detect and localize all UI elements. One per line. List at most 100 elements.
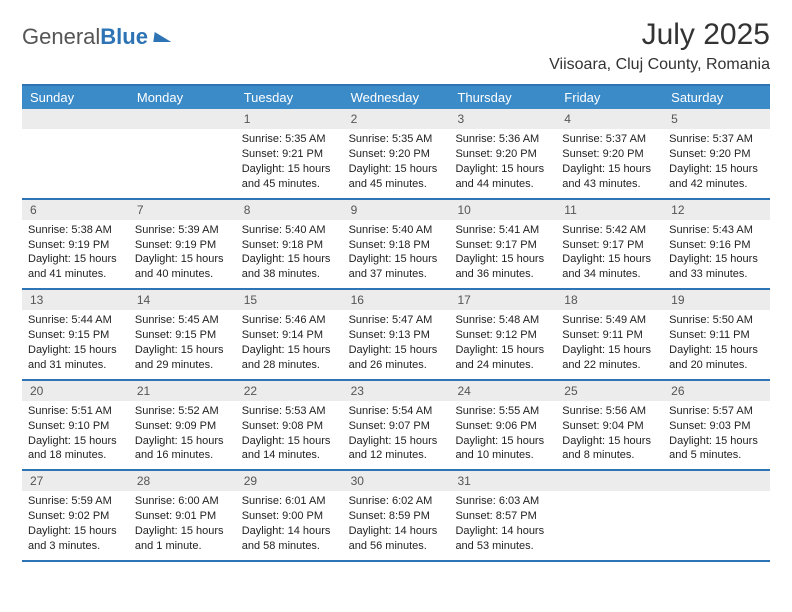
day-cell: 10Sunrise: 5:41 AMSunset: 9:17 PMDayligh… bbox=[449, 200, 556, 289]
day-body: Sunrise: 5:39 AMSunset: 9:19 PMDaylight:… bbox=[129, 220, 236, 288]
sunrise-text: Sunrise: 5:37 AM bbox=[562, 132, 657, 147]
sunrise-text: Sunrise: 5:57 AM bbox=[669, 404, 764, 419]
daylight-text: Daylight: 15 hours and 10 minutes. bbox=[455, 434, 550, 464]
day-number: 13 bbox=[22, 290, 129, 310]
day-number: 1 bbox=[236, 109, 343, 129]
daylight-text: Daylight: 15 hours and 31 minutes. bbox=[28, 343, 123, 373]
day-cell: 29Sunrise: 6:01 AMSunset: 9:00 PMDayligh… bbox=[236, 471, 343, 560]
day-body: Sunrise: 5:59 AMSunset: 9:02 PMDaylight:… bbox=[22, 491, 129, 559]
sunrise-text: Sunrise: 5:35 AM bbox=[349, 132, 444, 147]
day-body: Sunrise: 5:51 AMSunset: 9:10 PMDaylight:… bbox=[22, 401, 129, 469]
sunrise-text: Sunrise: 5:50 AM bbox=[669, 313, 764, 328]
sunset-text: Sunset: 9:17 PM bbox=[455, 238, 550, 253]
day-body: Sunrise: 6:03 AMSunset: 8:57 PMDaylight:… bbox=[449, 491, 556, 559]
sunset-text: Sunset: 9:10 PM bbox=[28, 419, 123, 434]
day-cell: 12Sunrise: 5:43 AMSunset: 9:16 PMDayligh… bbox=[663, 200, 770, 289]
day-body: Sunrise: 6:02 AMSunset: 8:59 PMDaylight:… bbox=[343, 491, 450, 559]
day-cell: 8Sunrise: 5:40 AMSunset: 9:18 PMDaylight… bbox=[236, 200, 343, 289]
day-cell: 21Sunrise: 5:52 AMSunset: 9:09 PMDayligh… bbox=[129, 381, 236, 470]
day-number: 6 bbox=[22, 200, 129, 220]
daylight-text: Daylight: 15 hours and 20 minutes. bbox=[669, 343, 764, 373]
day-body: Sunrise: 5:36 AMSunset: 9:20 PMDaylight:… bbox=[449, 129, 556, 197]
day-body: Sunrise: 5:44 AMSunset: 9:15 PMDaylight:… bbox=[22, 310, 129, 378]
day-body: Sunrise: 5:53 AMSunset: 9:08 PMDaylight:… bbox=[236, 401, 343, 469]
day-number: 21 bbox=[129, 381, 236, 401]
sunset-text: Sunset: 9:12 PM bbox=[455, 328, 550, 343]
day-body: Sunrise: 5:40 AMSunset: 9:18 PMDaylight:… bbox=[343, 220, 450, 288]
day-body: Sunrise: 5:54 AMSunset: 9:07 PMDaylight:… bbox=[343, 401, 450, 469]
sunrise-text: Sunrise: 5:47 AM bbox=[349, 313, 444, 328]
sunrise-text: Sunrise: 5:35 AM bbox=[242, 132, 337, 147]
daylight-text: Daylight: 15 hours and 28 minutes. bbox=[242, 343, 337, 373]
sunrise-text: Sunrise: 5:40 AM bbox=[242, 223, 337, 238]
sunrise-text: Sunrise: 5:53 AM bbox=[242, 404, 337, 419]
day-cell: 22Sunrise: 5:53 AMSunset: 9:08 PMDayligh… bbox=[236, 381, 343, 470]
sunset-text: Sunset: 9:14 PM bbox=[242, 328, 337, 343]
day-cell: 20Sunrise: 5:51 AMSunset: 9:10 PMDayligh… bbox=[22, 381, 129, 470]
day-number: 17 bbox=[449, 290, 556, 310]
sunset-text: Sunset: 9:02 PM bbox=[28, 509, 123, 524]
daylight-text: Daylight: 15 hours and 8 minutes. bbox=[562, 434, 657, 464]
sunrise-text: Sunrise: 5:46 AM bbox=[242, 313, 337, 328]
calendar-week: 6Sunrise: 5:38 AMSunset: 9:19 PMDaylight… bbox=[22, 200, 770, 291]
month-title: July 2025 bbox=[549, 18, 770, 52]
day-body: Sunrise: 6:00 AMSunset: 9:01 PMDaylight:… bbox=[129, 491, 236, 559]
daylight-text: Daylight: 15 hours and 37 minutes. bbox=[349, 252, 444, 282]
daylight-text: Daylight: 15 hours and 26 minutes. bbox=[349, 343, 444, 373]
day-number: . bbox=[22, 109, 129, 129]
sunrise-text: Sunrise: 5:38 AM bbox=[28, 223, 123, 238]
dayname-cell: Sunday bbox=[22, 86, 129, 109]
daylight-text: Daylight: 15 hours and 3 minutes. bbox=[28, 524, 123, 554]
sunset-text: Sunset: 9:16 PM bbox=[669, 238, 764, 253]
day-number: 12 bbox=[663, 200, 770, 220]
dayname-cell: Monday bbox=[129, 86, 236, 109]
day-cell: . bbox=[22, 109, 129, 198]
sunrise-text: Sunrise: 5:45 AM bbox=[135, 313, 230, 328]
day-body: Sunrise: 5:35 AMSunset: 9:20 PMDaylight:… bbox=[343, 129, 450, 197]
sunset-text: Sunset: 9:01 PM bbox=[135, 509, 230, 524]
day-cell: 26Sunrise: 5:57 AMSunset: 9:03 PMDayligh… bbox=[663, 381, 770, 470]
sunset-text: Sunset: 9:11 PM bbox=[562, 328, 657, 343]
daylight-text: Daylight: 15 hours and 45 minutes. bbox=[349, 162, 444, 192]
sunset-text: Sunset: 9:06 PM bbox=[455, 419, 550, 434]
sunrise-text: Sunrise: 5:49 AM bbox=[562, 313, 657, 328]
day-body: Sunrise: 5:40 AMSunset: 9:18 PMDaylight:… bbox=[236, 220, 343, 288]
day-cell: 5Sunrise: 5:37 AMSunset: 9:20 PMDaylight… bbox=[663, 109, 770, 198]
weeks-container: ..1Sunrise: 5:35 AMSunset: 9:21 PMDaylig… bbox=[22, 109, 770, 562]
day-cell: 4Sunrise: 5:37 AMSunset: 9:20 PMDaylight… bbox=[556, 109, 663, 198]
day-body: Sunrise: 5:35 AMSunset: 9:21 PMDaylight:… bbox=[236, 129, 343, 197]
day-number: 16 bbox=[343, 290, 450, 310]
daylight-text: Daylight: 15 hours and 1 minute. bbox=[135, 524, 230, 554]
dayname-cell: Saturday bbox=[663, 86, 770, 109]
daylight-text: Daylight: 15 hours and 43 minutes. bbox=[562, 162, 657, 192]
sunrise-text: Sunrise: 6:01 AM bbox=[242, 494, 337, 509]
sunrise-text: Sunrise: 5:59 AM bbox=[28, 494, 123, 509]
daylight-text: Daylight: 14 hours and 53 minutes. bbox=[455, 524, 550, 554]
day-number: 25 bbox=[556, 381, 663, 401]
day-number: 11 bbox=[556, 200, 663, 220]
day-cell: 18Sunrise: 5:49 AMSunset: 9:11 PMDayligh… bbox=[556, 290, 663, 379]
daylight-text: Daylight: 15 hours and 34 minutes. bbox=[562, 252, 657, 282]
day-cell: 14Sunrise: 5:45 AMSunset: 9:15 PMDayligh… bbox=[129, 290, 236, 379]
day-body: Sunrise: 5:50 AMSunset: 9:11 PMDaylight:… bbox=[663, 310, 770, 378]
day-cell: 25Sunrise: 5:56 AMSunset: 9:04 PMDayligh… bbox=[556, 381, 663, 470]
day-body: Sunrise: 5:48 AMSunset: 9:12 PMDaylight:… bbox=[449, 310, 556, 378]
day-number: 8 bbox=[236, 200, 343, 220]
daylight-text: Daylight: 15 hours and 14 minutes. bbox=[242, 434, 337, 464]
day-cell: 17Sunrise: 5:48 AMSunset: 9:12 PMDayligh… bbox=[449, 290, 556, 379]
day-number: 14 bbox=[129, 290, 236, 310]
daylight-text: Daylight: 15 hours and 22 minutes. bbox=[562, 343, 657, 373]
sunset-text: Sunset: 9:21 PM bbox=[242, 147, 337, 162]
day-cell: 3Sunrise: 5:36 AMSunset: 9:20 PMDaylight… bbox=[449, 109, 556, 198]
sunrise-text: Sunrise: 5:41 AM bbox=[455, 223, 550, 238]
sunset-text: Sunset: 9:20 PM bbox=[562, 147, 657, 162]
sunrise-text: Sunrise: 5:44 AM bbox=[28, 313, 123, 328]
day-body: Sunrise: 5:52 AMSunset: 9:09 PMDaylight:… bbox=[129, 401, 236, 469]
brand-logo: GeneralBlue bbox=[22, 24, 172, 50]
dayname-cell: Wednesday bbox=[343, 86, 450, 109]
day-number: 27 bbox=[22, 471, 129, 491]
day-number: . bbox=[663, 471, 770, 491]
sunrise-text: Sunrise: 5:39 AM bbox=[135, 223, 230, 238]
day-body: Sunrise: 5:47 AMSunset: 9:13 PMDaylight:… bbox=[343, 310, 450, 378]
day-cell: 1Sunrise: 5:35 AMSunset: 9:21 PMDaylight… bbox=[236, 109, 343, 198]
